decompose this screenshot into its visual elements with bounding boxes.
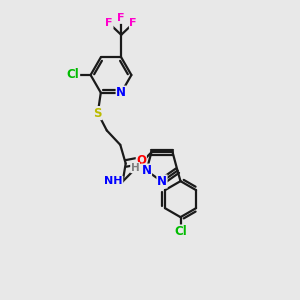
Text: N: N (157, 175, 167, 188)
Text: O: O (136, 154, 146, 167)
Text: F: F (106, 18, 113, 28)
Text: S: S (94, 106, 102, 120)
Text: Cl: Cl (67, 68, 80, 82)
Text: N: N (116, 86, 126, 99)
Text: H: H (131, 163, 140, 172)
Text: F: F (130, 18, 137, 28)
Text: NH: NH (104, 176, 123, 187)
Text: Cl: Cl (174, 225, 187, 238)
Text: N: N (142, 164, 152, 177)
Text: F: F (118, 13, 125, 23)
